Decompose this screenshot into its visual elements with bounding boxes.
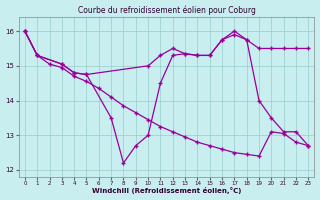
Title: Courbe du refroidissement éolien pour Coburg: Courbe du refroidissement éolien pour Co… [78, 6, 256, 15]
X-axis label: Windchill (Refroidissement éolien,°C): Windchill (Refroidissement éolien,°C) [92, 187, 241, 194]
